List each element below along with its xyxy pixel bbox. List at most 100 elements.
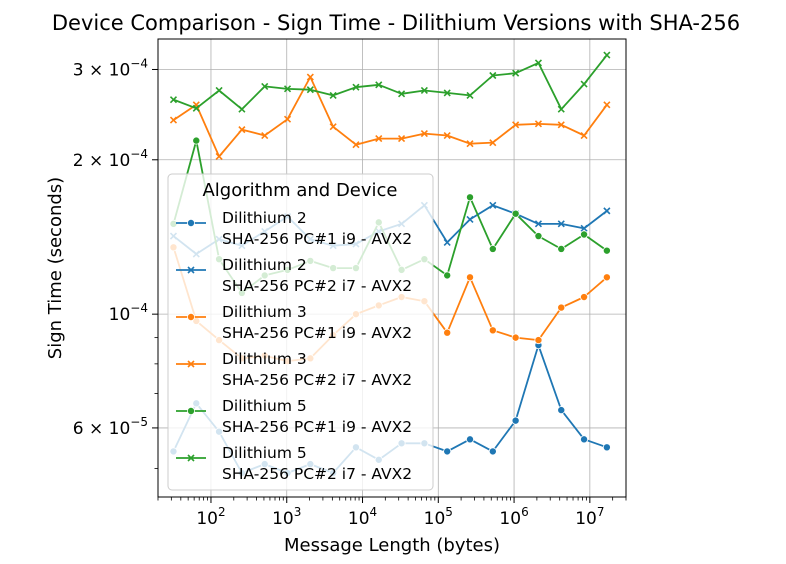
data-point: [443, 131, 451, 140]
series-line: [173, 54, 608, 111]
data-point-stroke: [352, 83, 360, 91]
data-point: [261, 131, 269, 140]
data-point-stroke: [580, 80, 588, 88]
data-point-stroke: [238, 105, 246, 113]
data-point-stroke: [512, 121, 520, 129]
data-point: [557, 406, 566, 415]
data-point: [215, 86, 223, 95]
data-point: [420, 86, 428, 95]
data-point-stroke: [603, 207, 611, 215]
y-tick-mantissa: 6: [73, 419, 89, 439]
data-point: [398, 90, 406, 98]
data-point-stroke: [306, 73, 314, 81]
data-point: [352, 83, 360, 91]
data-point-stroke: [443, 89, 451, 97]
data-point-stroke: [512, 69, 520, 77]
x-axis-ticks: 102 103 104 105 106 107: [157, 497, 627, 529]
legend-label-line1: Dilithium 2: [222, 209, 307, 227]
data-point: [443, 89, 451, 97]
data-point-stroke: [557, 105, 565, 113]
data-point: [512, 121, 520, 129]
data-point: [187, 266, 195, 274]
data-point: [466, 140, 474, 148]
data-point-stroke: [375, 134, 383, 143]
data-point: [186, 218, 195, 227]
data-point: [329, 91, 337, 99]
data-point-stroke: [420, 86, 428, 95]
y-tick-mantissa: 2: [73, 151, 89, 171]
data-point-stroke: [306, 86, 314, 94]
y-tick-exponent: −4: [130, 147, 148, 161]
data-point: [215, 152, 223, 161]
data-point: [443, 328, 452, 337]
data-point-stroke: [283, 85, 292, 93]
data-point: [602, 246, 611, 255]
y-tick-exponent: −5: [130, 415, 148, 429]
data-point: [580, 435, 589, 444]
data-point: [398, 134, 406, 143]
data-point: [443, 238, 451, 246]
data-point: [192, 136, 201, 145]
data-point: [192, 104, 200, 112]
data-point: [534, 232, 543, 241]
data-point-stroke: [215, 152, 223, 161]
data-point: [580, 230, 589, 239]
data-point: [511, 416, 520, 425]
data-point: [557, 220, 565, 228]
x-tick-exponent: 2: [218, 505, 226, 519]
legend: Algorithm and Device Dilithium 2 SHA-256 …: [167, 173, 434, 491]
data-point: [466, 215, 474, 224]
y-tick-base: × 10: [89, 60, 130, 80]
data-point: [169, 96, 178, 104]
legend-label-line2: SHA-256 PC#1 i9 - AVX2: [222, 418, 412, 436]
data-point: [306, 86, 314, 94]
legend-item: Dilithium 5 SHA-256 PC#1 i9 - AVX2: [176, 397, 412, 436]
data-point: [534, 120, 543, 128]
data-point-stroke: [375, 81, 383, 89]
data-point: [443, 271, 452, 280]
data-point: [329, 123, 337, 131]
x-tick-base: 10: [272, 509, 294, 529]
data-point-stroke: [466, 91, 474, 99]
series-line: [172, 76, 608, 158]
data-point: [557, 105, 565, 113]
legend-item: Dilithium 2 SHA-256 PC#2 i7 - AVX2: [176, 256, 412, 295]
legend-label-line2: SHA-256 PC#1 i9 - AVX2: [222, 230, 412, 248]
data-point: [375, 81, 383, 89]
series-6: [169, 51, 611, 113]
data-point-stroke: [192, 104, 200, 112]
x-tick-base: 10: [575, 509, 597, 529]
x-tick-exponent: 4: [370, 505, 378, 519]
legend-label-line1: Dilithium 3: [222, 303, 307, 321]
legend-label-line1: Dilithium 2: [222, 256, 307, 274]
y-tick-label: 3 × 10−4: [73, 56, 148, 80]
data-point-stroke: [489, 201, 497, 209]
data-point: [187, 454, 195, 462]
data-point-stroke: [169, 96, 178, 104]
x-tick-base: 10: [424, 509, 446, 529]
legend-item: Dilithium 5 SHA-256 PC#2 i7 - AVX2: [176, 444, 412, 483]
y-tick-base: 10: [109, 305, 131, 325]
x-tick-label: 103: [272, 505, 301, 529]
data-point: [186, 406, 195, 415]
data-point-stroke: [352, 141, 360, 149]
x-tick-exponent: 7: [597, 505, 605, 519]
data-point: [602, 273, 611, 282]
data-point: [534, 220, 543, 228]
legend-label-line1: Dilithium 5: [222, 444, 307, 462]
data-point: [511, 209, 520, 218]
x-tick-base: 10: [348, 509, 370, 529]
data-point: [488, 326, 497, 335]
data-point: [466, 273, 475, 282]
data-point-stroke: [187, 454, 195, 462]
data-point: [603, 207, 611, 215]
data-point: [466, 435, 475, 444]
y-tick-exponent: −4: [130, 56, 148, 70]
data-point: [420, 129, 428, 138]
y-tick-label: 10−4: [109, 301, 148, 325]
data-point: [283, 115, 292, 123]
data-point-stroke: [398, 90, 406, 98]
data-point-stroke: [187, 360, 195, 368]
y-tick-base: × 10: [89, 151, 130, 171]
